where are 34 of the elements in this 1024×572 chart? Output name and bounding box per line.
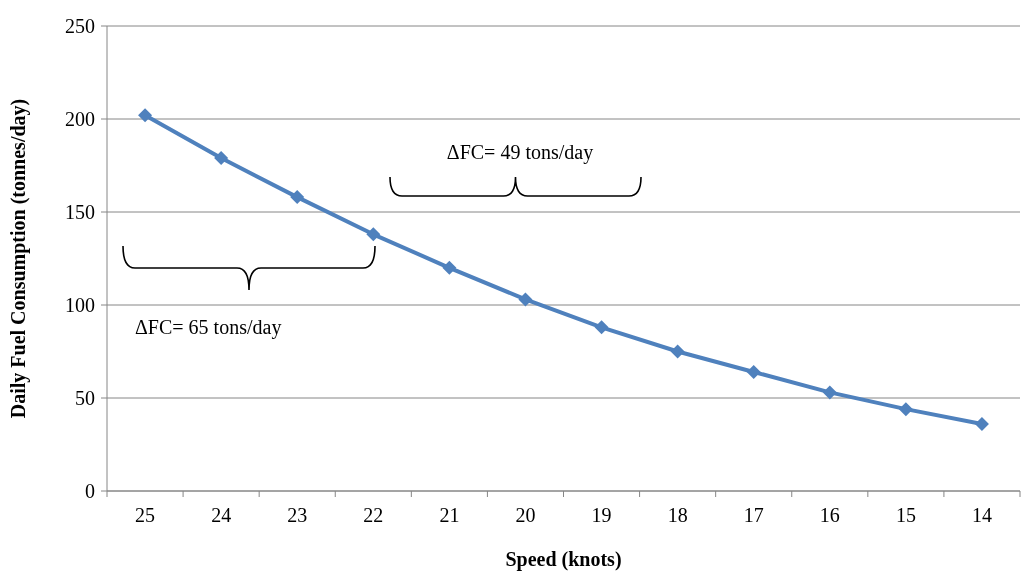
point xyxy=(822,385,837,400)
point xyxy=(138,108,153,123)
x-tick-label: 25 xyxy=(135,504,156,526)
point xyxy=(974,417,989,432)
x-tick-label: 22 xyxy=(363,504,384,526)
y-tick-label: 250 xyxy=(65,15,95,37)
point xyxy=(366,227,381,242)
y-axis-title: Daily Fuel Consumption (tonnes/day) xyxy=(7,98,30,419)
x-tick-label: 19 xyxy=(591,504,612,526)
y-tick-label: 100 xyxy=(65,294,95,316)
y-tick-label: 150 xyxy=(65,201,95,223)
x-tick-label: 24 xyxy=(211,504,232,526)
x-tick-label: 17 xyxy=(743,504,764,526)
y-tick-label: 50 xyxy=(75,387,95,409)
point xyxy=(214,151,229,166)
point xyxy=(290,190,305,205)
point xyxy=(594,320,609,335)
y-tick-label: 0 xyxy=(85,480,95,502)
point xyxy=(442,260,457,275)
x-tick-label: 18 xyxy=(667,504,688,526)
x-tick-label: 16 xyxy=(819,504,840,526)
x-tick-label: 20 xyxy=(515,504,536,526)
point xyxy=(898,402,913,417)
annotation: ΔFC= 65 tons/day xyxy=(135,316,282,339)
x-tick-label: 14 xyxy=(971,504,992,526)
annotation: ΔFC= 49 tons/day xyxy=(446,141,594,164)
point xyxy=(670,344,685,359)
x-tick-label: 23 xyxy=(287,504,308,526)
y-tick-label: 200 xyxy=(65,108,95,130)
x-tick-label: 15 xyxy=(895,504,916,526)
point xyxy=(518,292,533,307)
x-axis-title: Speed (knots) xyxy=(505,548,622,571)
x-tick-label: 21 xyxy=(439,504,460,526)
point xyxy=(746,364,761,379)
